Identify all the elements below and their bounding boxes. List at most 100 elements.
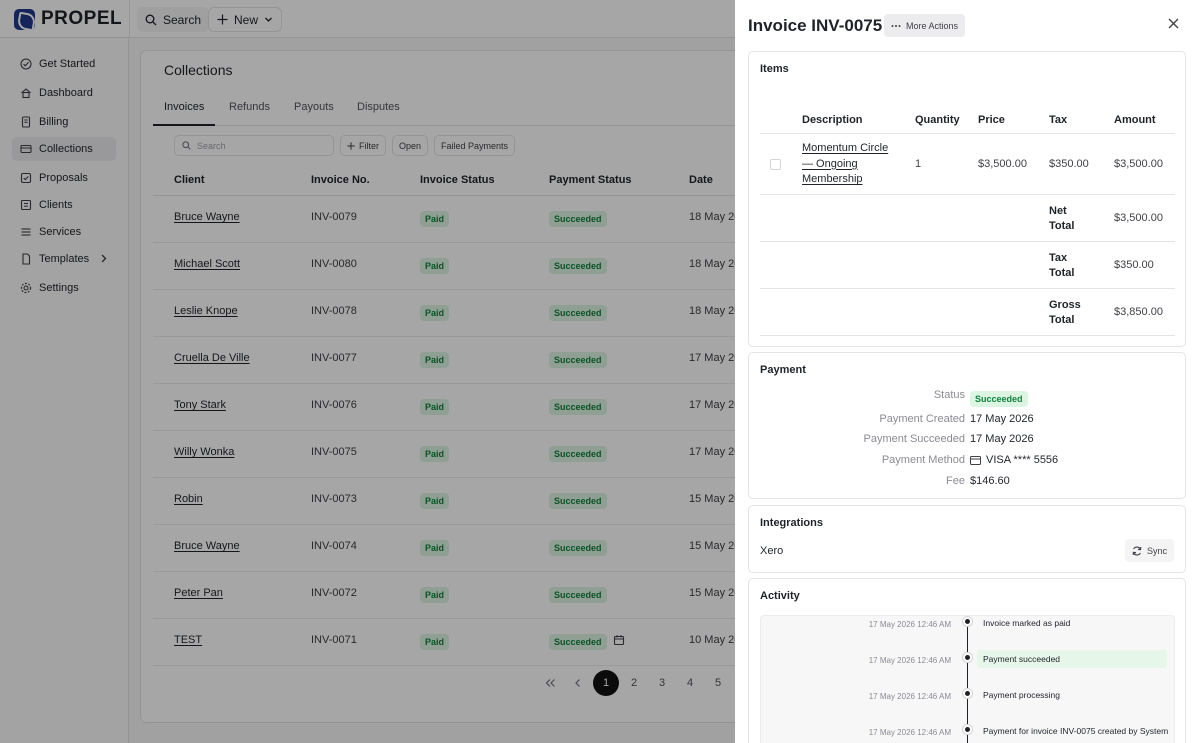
- activity-text: Payment succeeded: [983, 654, 1061, 664]
- client-link[interactable]: Peter Pan: [174, 587, 223, 599]
- chevron-left-icon: [575, 679, 580, 687]
- contacts-icon: [20, 199, 32, 211]
- invoice-number: INV-0079: [311, 211, 357, 223]
- document-icon: [22, 253, 31, 265]
- search-icon: [145, 14, 157, 25]
- logo[interactable]: PROPEL: [14, 8, 122, 30]
- calendar-icon[interactable]: [613, 634, 625, 646]
- activity-section: Activity 17 May 2026 12:46 AM Invoice ma…: [748, 578, 1186, 743]
- sidebar-item-billing[interactable]: Billing: [12, 110, 116, 134]
- search-button[interactable]: Search: [137, 7, 210, 32]
- filter-button[interactable]: Filter: [340, 135, 386, 156]
- items-header-quantity: Quantity: [915, 114, 960, 126]
- column-header-payment-status[interactable]: Payment Status: [549, 174, 632, 186]
- activity-text: Payment for invoice INV-0075 created by …: [983, 726, 1169, 736]
- tax-total-label-part: Tax: [1049, 252, 1068, 264]
- sidebar-item-dashboard[interactable]: Dashboard: [12, 81, 116, 105]
- modal-backdrop[interactable]: [0, 0, 735, 743]
- column-header-invoice-no[interactable]: Invoice No.: [311, 174, 370, 186]
- plus-icon: [217, 14, 228, 25]
- net-total-label-part: Total: [1049, 220, 1075, 232]
- close-icon[interactable]: [1168, 18, 1179, 29]
- propel-logo-icon: [14, 8, 35, 30]
- payment-status-badge: Succeeded: [549, 540, 607, 556]
- payment-created-value: 17 May 2026: [970, 413, 1034, 425]
- first-page-button[interactable]: [536, 670, 564, 696]
- timeline-dot: [963, 617, 972, 626]
- sidebar-item-collections[interactable]: Collections: [12, 137, 116, 161]
- line-item-description[interactable]: Momentum Circle — Ongoing Membership: [802, 141, 888, 188]
- page-button-2[interactable]: 2: [630, 677, 638, 689]
- table-search-input[interactable]: Search: [174, 135, 334, 156]
- payment-status-badge: Succeeded: [549, 258, 607, 274]
- table-row[interactable]: Cruella De Ville INV-0077 Paid Succeeded…: [153, 337, 759, 384]
- sidebar-item-services[interactable]: Services: [12, 220, 116, 244]
- more-actions-button[interactable]: More Actions: [884, 14, 966, 37]
- page-button-3[interactable]: 3: [658, 677, 666, 689]
- sidebar-item-templates[interactable]: Templates: [12, 247, 116, 271]
- line-item-checkbox[interactable]: [770, 159, 781, 170]
- sidebar-item-settings[interactable]: Settings: [12, 276, 116, 300]
- new-button[interactable]: New: [208, 7, 283, 32]
- table-row[interactable]: Bruce Wayne INV-0079 Paid Succeeded 18 M…: [153, 196, 759, 243]
- panel-title: Invoice INV-0075: [748, 16, 883, 35]
- client-link[interactable]: TEST: [174, 634, 203, 646]
- brand-name: PROPEL: [41, 8, 123, 29]
- sidebar-item-get-started[interactable]: Get Started: [12, 52, 116, 76]
- client-link[interactable]: Cruella De Ville: [174, 352, 250, 364]
- column-header-date[interactable]: Date: [689, 174, 713, 186]
- table-row[interactable]: Peter Pan INV-0072 Paid Succeeded 15 May…: [153, 572, 759, 619]
- page-button-1[interactable]: 1: [593, 670, 619, 696]
- client-link[interactable]: Michael Scott: [174, 258, 241, 270]
- list-icon: [21, 228, 31, 236]
- client-link[interactable]: Willy Wonka: [174, 446, 235, 458]
- column-header-client[interactable]: Client: [174, 174, 205, 186]
- page-button-4[interactable]: 4: [686, 677, 694, 689]
- sidebar-item-label: Settings: [39, 282, 79, 294]
- client-link[interactable]: Leslie Knope: [174, 305, 238, 317]
- payment-succeeded-value: 17 May 2026: [970, 433, 1034, 445]
- client-link[interactable]: Tony Stark: [174, 399, 226, 411]
- table-row[interactable]: TEST INV-0071 Paid Succeeded 10 May 20: [153, 619, 759, 666]
- column-header-invoice-status[interactable]: Invoice Status: [420, 174, 495, 186]
- timeline-line: [967, 616, 968, 743]
- tab-payouts[interactable]: Payouts: [294, 101, 334, 113]
- fee-value: $146.60: [970, 475, 1010, 487]
- card-icon: [20, 144, 32, 154]
- invoice-date: 18 May 20: [689, 305, 741, 317]
- table-row[interactable]: Leslie Knope INV-0078 Paid Succeeded 18 …: [153, 290, 759, 337]
- previous-page-button[interactable]: [564, 670, 592, 696]
- table-row[interactable]: Tony Stark INV-0076 Paid Succeeded 17 Ma…: [153, 384, 759, 431]
- tab-refunds[interactable]: Refunds: [229, 101, 270, 113]
- payment-status-badge: Succeeded: [549, 211, 607, 227]
- sidebar-item-clients[interactable]: Clients: [12, 193, 116, 217]
- client-link[interactable]: Robin: [174, 493, 203, 505]
- tab-invoices[interactable]: Invoices: [153, 98, 216, 126]
- invoice-status-badge: Paid: [420, 258, 450, 274]
- sidebar-item-label: Collections: [39, 143, 93, 155]
- items-header-price: Price: [978, 114, 1005, 126]
- sidebar-item-proposals[interactable]: Proposals: [12, 166, 116, 190]
- tax-total-label: Tax Total: [1049, 251, 1074, 281]
- client-link[interactable]: Bruce Wayne: [174, 211, 240, 223]
- client-link[interactable]: Bruce Wayne: [174, 540, 240, 552]
- sync-button[interactable]: Sync: [1125, 539, 1175, 562]
- payment-title: Payment: [760, 364, 806, 376]
- activity-highlight: [977, 650, 1167, 668]
- filter-chip-failed-payments[interactable]: Failed Payments: [434, 135, 516, 156]
- filter-chip-open[interactable]: Open: [392, 135, 429, 156]
- table-row[interactable]: Bruce Wayne INV-0074 Paid Succeeded 15 M…: [153, 525, 759, 572]
- table-row[interactable]: Michael Scott INV-0080 Paid Succeeded 18…: [153, 243, 759, 290]
- payment-section: Payment Status Succeeded Payment Created…: [748, 352, 1186, 499]
- page-button-5[interactable]: 5: [714, 677, 722, 689]
- activity-time: 17 May 2026 12:46 AM: [868, 728, 951, 737]
- table-row[interactable]: Robin INV-0073 Paid Succeeded 15 May 20: [153, 478, 759, 525]
- tab-disputes[interactable]: Disputes: [357, 101, 400, 113]
- filter-label: Filter: [359, 140, 379, 151]
- integrations-title: Integrations: [760, 517, 823, 529]
- invoice-status-badge: Paid: [420, 587, 450, 603]
- search-placeholder: Search: [197, 140, 226, 151]
- plus-icon: [347, 141, 355, 150]
- table-row[interactable]: Willy Wonka INV-0075 Paid Succeeded 17 M…: [153, 431, 759, 478]
- activity-time: 17 May 2026 12:46 AM: [868, 620, 951, 629]
